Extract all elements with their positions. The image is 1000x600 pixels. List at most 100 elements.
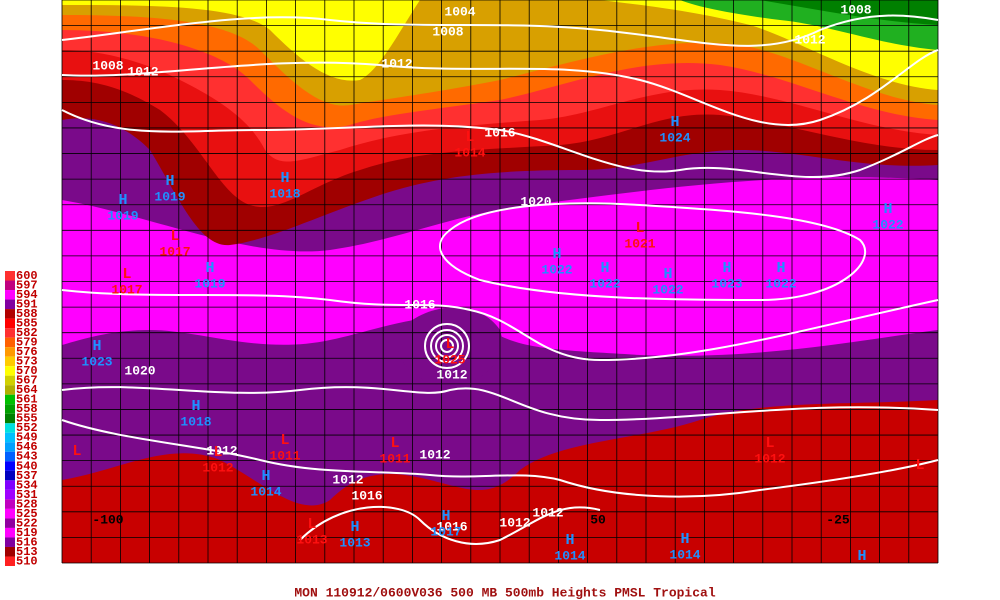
band-purple-inner xyxy=(397,307,502,386)
center-symbol: H xyxy=(92,338,101,355)
colorbar-swatch xyxy=(5,375,15,386)
colorbar-swatch xyxy=(5,366,15,376)
center-pressure: 1011 xyxy=(269,448,300,463)
center-pressure: 1014 xyxy=(554,548,585,563)
longitude-label: -25 xyxy=(826,512,850,527)
isobar-label: 1020 xyxy=(124,363,155,378)
center-pressure: 1022 xyxy=(541,262,572,277)
center-symbol: H xyxy=(670,114,679,131)
colorbar-label: 591 xyxy=(16,297,38,311)
center-pressure: 1014 xyxy=(250,484,281,499)
colorbar-swatch xyxy=(5,394,15,405)
colorbar-label: 537 xyxy=(16,469,38,483)
center-symbol: H xyxy=(191,398,200,415)
center-pressure: 1017 xyxy=(111,282,142,297)
center-pressure: 1022 xyxy=(872,217,903,232)
colorbar-swatch xyxy=(5,480,15,490)
isobar xyxy=(61,419,939,498)
band-dark-green xyxy=(760,0,938,25)
center-pressure: 1014 xyxy=(669,547,700,562)
colorbar-label: 573 xyxy=(16,355,38,369)
isobar-ring xyxy=(435,334,459,358)
colorbar-label: 576 xyxy=(16,345,38,359)
colorbar-swatch xyxy=(5,385,15,395)
isobar xyxy=(61,109,939,178)
colorbar-label: 570 xyxy=(16,364,38,378)
center-symbol: L xyxy=(213,444,222,461)
center-pressure: 1012 xyxy=(202,460,233,475)
colorbar-swatch xyxy=(5,413,15,424)
colorbar-label: 510 xyxy=(16,554,38,568)
colorbar-swatch xyxy=(5,318,15,329)
center-symbol: H xyxy=(441,508,450,525)
center-symbol: H xyxy=(663,266,672,283)
isobar-label: 1012 xyxy=(206,443,237,458)
colorbar-label: 528 xyxy=(16,497,38,511)
colorbar-swatch xyxy=(5,442,15,452)
center-pressure: 1021 xyxy=(624,236,655,251)
center-pressure: 1011 xyxy=(379,451,410,466)
center-symbol: H xyxy=(118,192,127,209)
colorbar-label: 567 xyxy=(16,374,38,388)
colorbar-swatch xyxy=(5,432,15,443)
colorbar-label: 561 xyxy=(16,393,38,407)
isobar-label: 1012 xyxy=(127,64,158,79)
colorbar-label: 594 xyxy=(16,288,38,302)
colorbar-label: 516 xyxy=(16,535,38,549)
colorbar-label: 597 xyxy=(16,278,38,292)
isobar-label: 1016 xyxy=(436,519,467,534)
isobar-label: 1016 xyxy=(484,125,515,140)
colorbar-swatch xyxy=(5,527,15,538)
isobar-label: 1008 xyxy=(432,24,463,39)
colorbar-label: 558 xyxy=(16,402,38,416)
colorbar-swatch xyxy=(5,556,15,566)
isobar-ring xyxy=(430,329,464,363)
center-pressure: 1019 xyxy=(107,208,138,223)
center-pressure: 1022 xyxy=(589,276,620,291)
center-pressure: 1012 xyxy=(754,451,785,466)
colorbar-swatch xyxy=(5,537,15,547)
isobar xyxy=(61,386,939,422)
longitude-label: -100 xyxy=(92,512,123,527)
colorbar-swatch xyxy=(5,423,15,433)
colorbar-label: 534 xyxy=(16,478,38,492)
center-pressure: 1025 xyxy=(434,352,465,367)
colorbar-label: 600 xyxy=(16,269,38,283)
grid xyxy=(61,0,939,564)
center-symbol: L xyxy=(635,220,644,237)
colorbar-swatch xyxy=(5,404,15,414)
band-yellow xyxy=(62,0,938,90)
isobar-label: 1016 xyxy=(351,488,382,503)
colorbar-label: 555 xyxy=(16,412,38,426)
colorbar-swatch xyxy=(5,518,15,528)
center-pressure: 1018 xyxy=(180,414,211,429)
center-pressure: 1019 xyxy=(194,276,225,291)
isobar-label: 1004 xyxy=(444,4,475,19)
colorbar-swatch xyxy=(5,470,15,481)
center-pressure: 1018 xyxy=(269,186,300,201)
center-symbol: L xyxy=(280,432,289,449)
center-symbol: L xyxy=(72,443,81,460)
colorbar-label: 540 xyxy=(16,459,38,473)
colorbar-swatch xyxy=(5,347,15,357)
center-pressure: 1023 xyxy=(711,276,742,291)
center-pressure: 1014 xyxy=(454,145,485,160)
center-pressure: 1013 xyxy=(339,535,370,550)
colorbar-label: 579 xyxy=(16,336,38,350)
isobar-label: 1012 xyxy=(532,505,563,520)
colorbar-swatch xyxy=(5,356,15,367)
colorbar-label: 588 xyxy=(16,307,38,321)
colorbar-label: 552 xyxy=(16,421,38,435)
center-symbol: H xyxy=(165,173,174,190)
isobar-label: 1012 xyxy=(419,447,450,462)
colorbar-label: 543 xyxy=(16,450,38,464)
colorbar-label: 564 xyxy=(16,383,38,397)
colorbar-swatch xyxy=(5,508,15,519)
center-pressure: 1022 xyxy=(652,282,683,297)
colorbar-label: 549 xyxy=(16,431,38,445)
isobar-label: 1008 xyxy=(840,2,871,17)
colorbar-label: 531 xyxy=(16,488,38,502)
center-symbol: H xyxy=(280,170,289,187)
colorbar-label: 519 xyxy=(16,526,38,540)
